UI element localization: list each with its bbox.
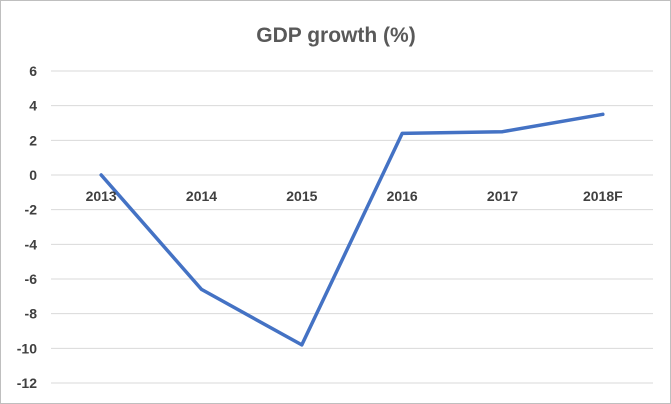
x-tick-label: 2017: [487, 188, 518, 204]
y-tick-label: 4: [29, 98, 37, 114]
y-tick-label: -4: [25, 236, 38, 252]
y-tick-label: -10: [17, 340, 37, 356]
y-tick-label: -12: [17, 375, 37, 391]
x-tick-label: 2013: [86, 188, 117, 204]
y-tick-label: -8: [25, 306, 38, 322]
x-tick-label: 2014: [186, 188, 217, 204]
chart-title: GDP growth (%): [256, 24, 415, 47]
data-point-2014: [200, 287, 203, 291]
series-line: [99, 112, 605, 347]
y-tick-label: 2: [29, 132, 37, 148]
series-layer: [99, 112, 605, 347]
data-point-2017: [501, 130, 504, 134]
data-point-2018F: [601, 112, 605, 116]
y-tick-label: 0: [29, 167, 37, 183]
data-point-2015: [300, 343, 304, 347]
data-point-2016: [400, 131, 404, 135]
x-axis-tick-labels: 2013 2014 2015 2016 2017 2018F: [86, 188, 624, 204]
y-tick-label: 6: [29, 63, 37, 79]
x-tick-label: 2015: [286, 188, 317, 204]
y-axis-tick-labels: 6 4 2 0 -2 -4 -6 -8 -10 -12: [17, 63, 37, 391]
x-tick-label: 2016: [387, 188, 418, 204]
gridlines: [51, 70, 653, 384]
x-tick-label: 2018F: [583, 188, 623, 204]
data-point-2013: [99, 173, 103, 177]
y-tick-label: -2: [25, 202, 38, 218]
y-tick-label: -6: [25, 271, 38, 287]
